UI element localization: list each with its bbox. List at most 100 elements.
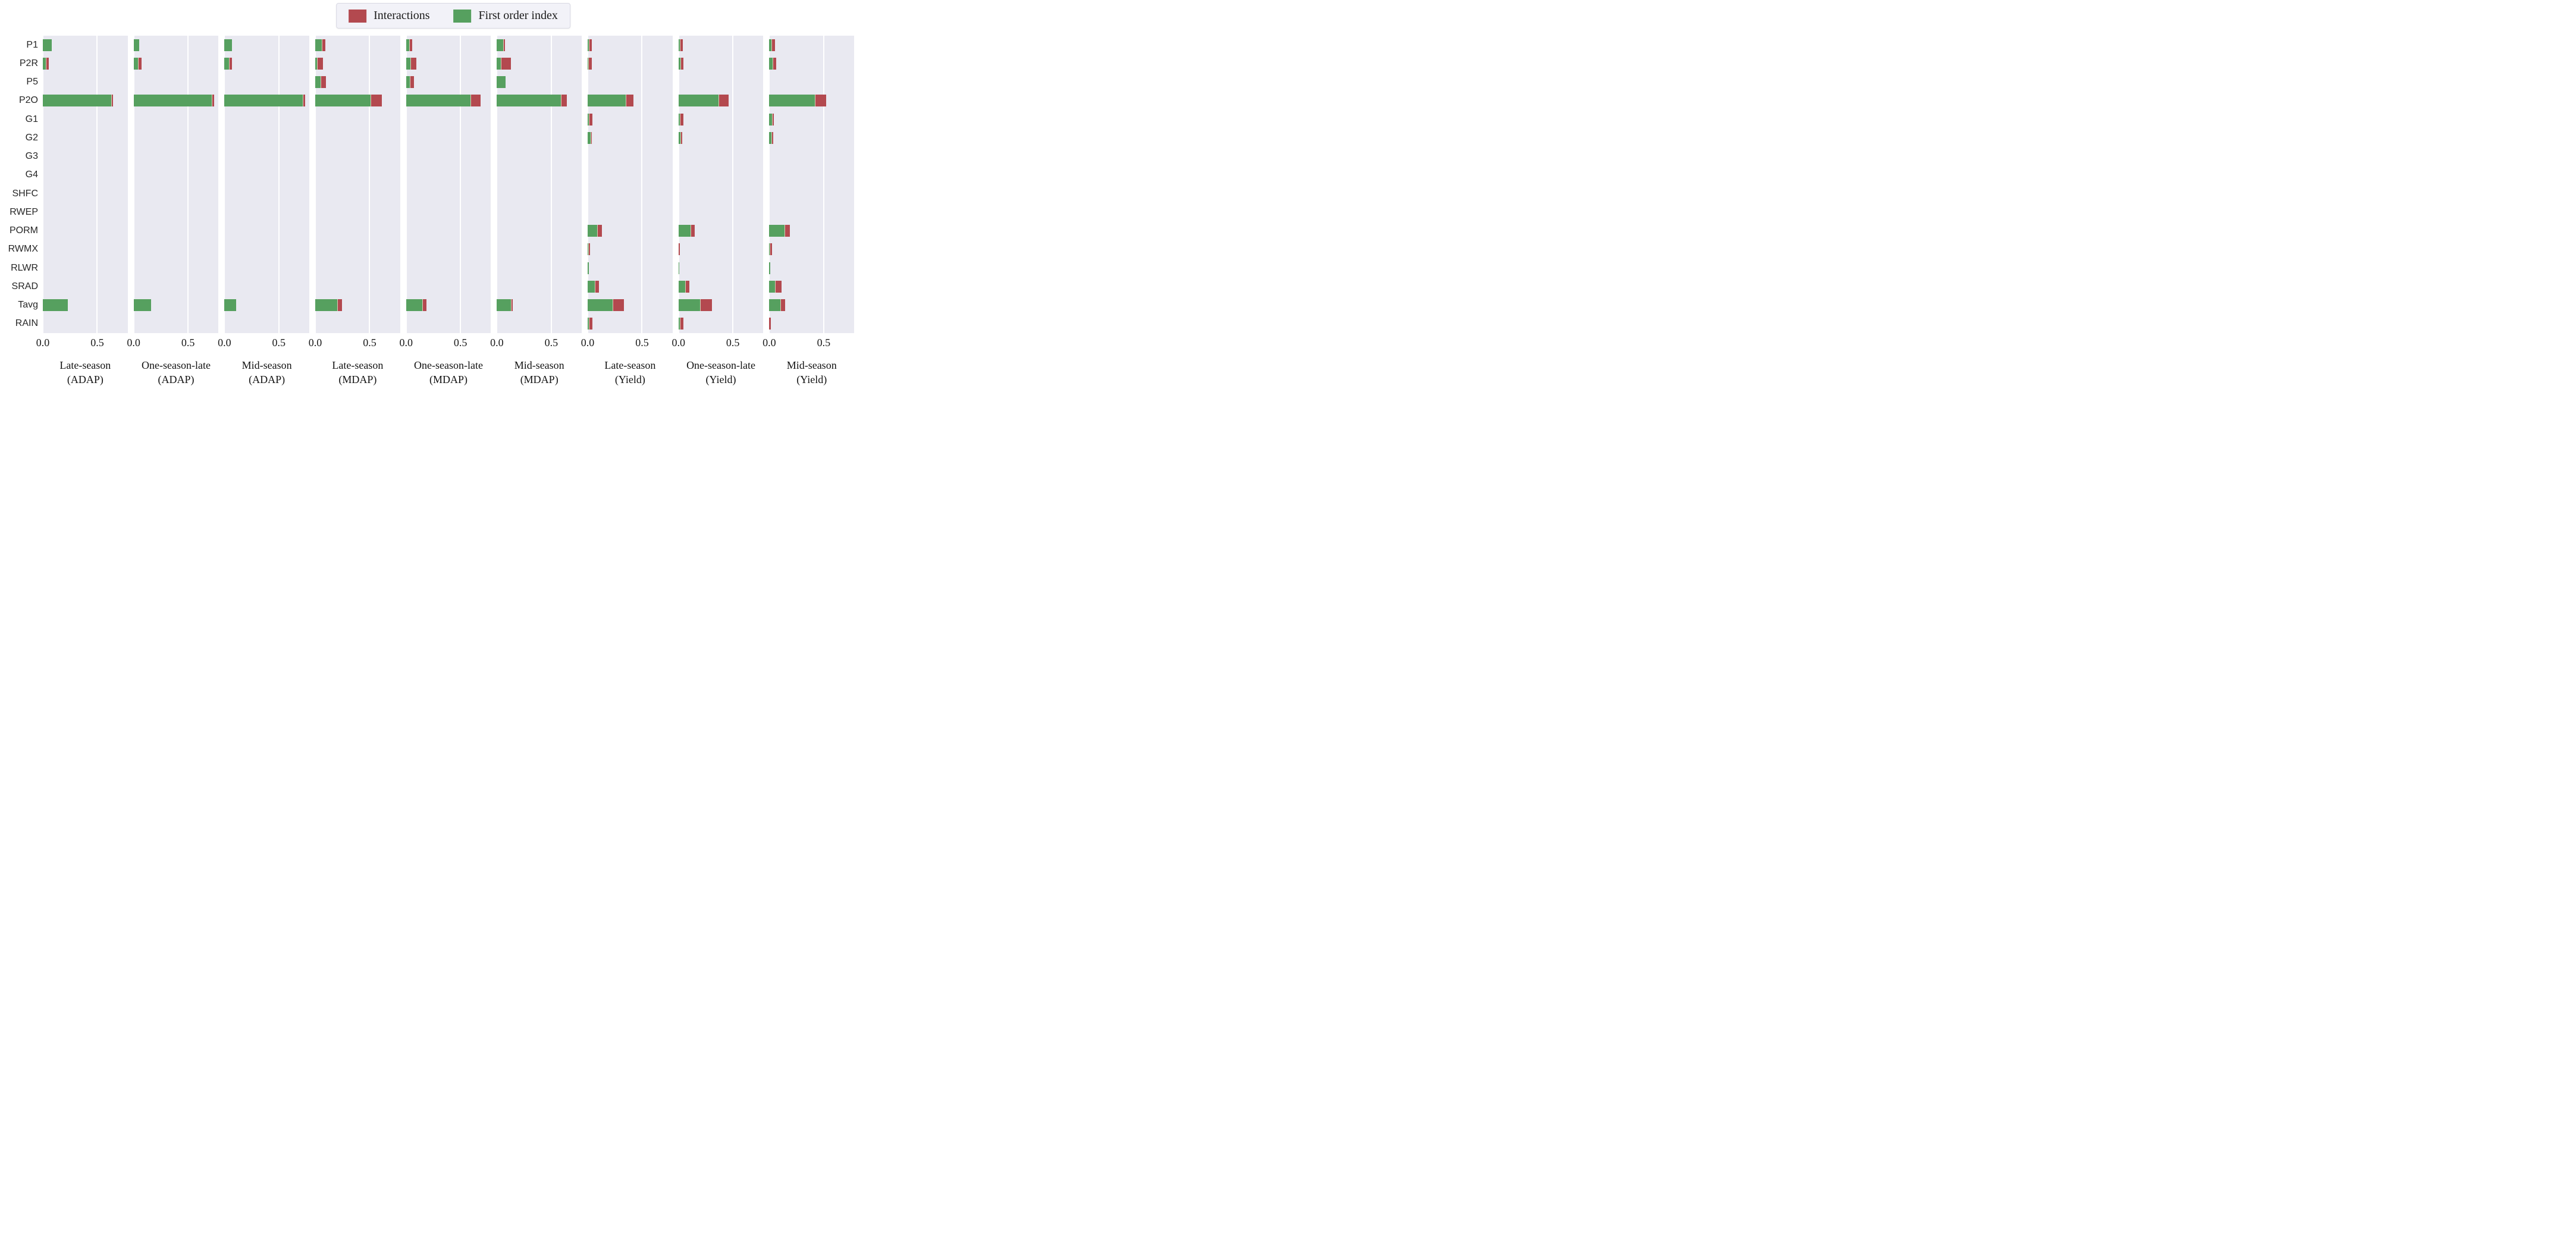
subplot: 0.0 0.5 One-season-late (MDAP) bbox=[399, 36, 491, 411]
y-axis-label: G3 bbox=[25, 151, 38, 162]
bar-G3 bbox=[43, 150, 128, 162]
interactions-segment bbox=[815, 95, 827, 107]
gridline bbox=[641, 36, 643, 333]
gridline bbox=[406, 36, 407, 333]
legend: Interactions First order index bbox=[336, 3, 570, 29]
bar-row bbox=[224, 73, 309, 92]
bar-RLWR bbox=[588, 262, 673, 274]
bar-row bbox=[315, 315, 400, 333]
bar-row bbox=[134, 184, 219, 203]
bar-row bbox=[769, 296, 854, 315]
bar-RWEP bbox=[43, 206, 128, 218]
x-axis-ticks: 0.0 0.5 bbox=[490, 337, 582, 352]
bar-G4 bbox=[134, 169, 219, 181]
bar-row bbox=[224, 315, 309, 333]
bar-P2O bbox=[406, 95, 491, 107]
bar-row bbox=[588, 128, 673, 147]
bar-SRAD bbox=[224, 281, 309, 293]
x-tick-label: 0.5 bbox=[453, 337, 467, 349]
bar-row bbox=[134, 315, 219, 333]
bar-P5 bbox=[224, 76, 309, 88]
interactions-segment bbox=[371, 95, 382, 107]
gridline bbox=[732, 36, 734, 333]
bar-row bbox=[678, 277, 764, 296]
bar-rows bbox=[497, 36, 582, 333]
bar-row bbox=[588, 240, 673, 259]
bar-row bbox=[133, 92, 219, 110]
bar-row bbox=[315, 277, 400, 296]
x-tick-label: 0.5 bbox=[635, 337, 649, 349]
bar-SHFC bbox=[224, 188, 309, 200]
bar-P2R bbox=[315, 57, 400, 70]
bar-row bbox=[406, 277, 491, 296]
y-axis-label: PORM bbox=[10, 225, 38, 236]
panel-caption-line1: Mid-season bbox=[514, 359, 564, 371]
bar-row bbox=[315, 240, 400, 259]
subplot: 0.0 0.5 Mid-season (Yield) bbox=[763, 36, 855, 411]
subplot: 0.0 0.5 One-season-late (Yield) bbox=[672, 36, 764, 411]
interactions-segment bbox=[588, 243, 590, 256]
bar-row bbox=[406, 222, 491, 240]
bar-G2 bbox=[497, 132, 582, 144]
interactions-segment bbox=[685, 280, 690, 293]
bar-P5 bbox=[497, 76, 582, 89]
first-order-segment bbox=[133, 95, 212, 107]
interactions-segment bbox=[772, 57, 777, 70]
bar-SHFC bbox=[43, 188, 128, 200]
y-axis-label: G4 bbox=[25, 170, 38, 180]
y-axis-label: P2O bbox=[18, 95, 38, 106]
bar-row bbox=[315, 36, 400, 54]
panel-plot-background bbox=[315, 36, 400, 333]
bar-rows bbox=[43, 36, 128, 333]
interactions-segment bbox=[409, 39, 412, 51]
first-order-segment bbox=[678, 39, 680, 51]
panel-caption-line1: Mid-season bbox=[241, 359, 292, 371]
bar-G2 bbox=[134, 132, 219, 144]
first-order-segment bbox=[224, 57, 229, 70]
bar-RWEP bbox=[497, 206, 582, 218]
panel-caption: Late-season (Yield) bbox=[588, 358, 673, 387]
bar-G4 bbox=[315, 169, 400, 181]
bar-row bbox=[588, 222, 673, 240]
bar-P5 bbox=[679, 76, 764, 88]
bar-G3 bbox=[679, 150, 764, 162]
bar-row bbox=[588, 92, 673, 110]
x-tick-label: 0.5 bbox=[363, 337, 376, 349]
panel-plot-background bbox=[678, 36, 764, 333]
bar-row bbox=[679, 203, 764, 221]
bar-P2R bbox=[133, 57, 219, 70]
bar-row bbox=[224, 277, 309, 296]
x-tick-label: 0.0 bbox=[581, 337, 595, 349]
interactions-segment bbox=[690, 225, 695, 237]
bar-RWMX bbox=[497, 243, 582, 255]
interactions-segment bbox=[771, 39, 775, 51]
bar-row bbox=[678, 110, 764, 128]
bar-G4 bbox=[588, 169, 673, 181]
subplot: 0.0 0.5 One-season-late (ADAP) bbox=[127, 36, 219, 411]
bar-G2 bbox=[678, 131, 764, 144]
bar-row bbox=[315, 296, 400, 315]
interactions-segment bbox=[212, 95, 215, 107]
subplot: 0.0 0.5 Late-season (Yield) bbox=[581, 36, 673, 411]
bar-row bbox=[133, 54, 219, 73]
first-order-segment bbox=[769, 57, 773, 70]
subplot: 0.0 0.5 Late-season (MDAP) bbox=[309, 36, 400, 411]
first-order-segment bbox=[43, 57, 46, 70]
bar-RLWR bbox=[497, 262, 582, 274]
bar-SHFC bbox=[769, 188, 854, 200]
bar-row bbox=[43, 54, 128, 73]
bar-G3 bbox=[224, 150, 309, 162]
bar-row bbox=[315, 128, 400, 147]
bar-G3 bbox=[588, 150, 673, 162]
bar-rows bbox=[769, 36, 854, 333]
bar-P2O bbox=[497, 95, 582, 107]
first-order-segment bbox=[406, 76, 410, 89]
bar-row bbox=[134, 166, 219, 184]
y-axis-label: Tavg bbox=[18, 300, 38, 310]
bar-row bbox=[678, 259, 764, 277]
bar-row bbox=[224, 54, 309, 73]
x-tick-label: 0.5 bbox=[544, 337, 559, 349]
interactions-segment bbox=[511, 299, 513, 312]
bar-row bbox=[678, 54, 764, 73]
panel-caption: One-season-late (ADAP) bbox=[134, 358, 219, 387]
